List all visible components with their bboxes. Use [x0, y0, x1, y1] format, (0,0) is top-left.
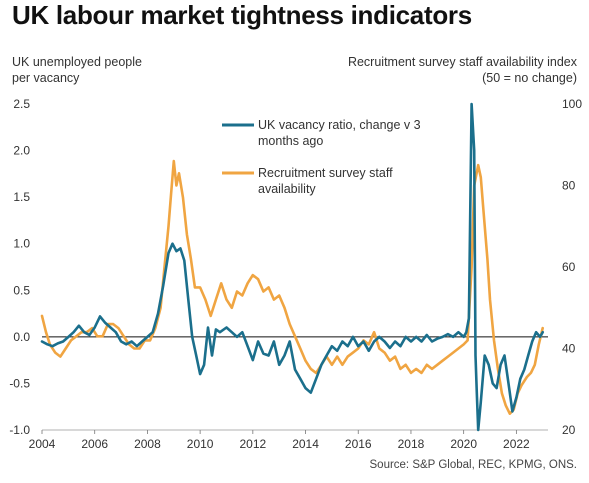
y-right-tick-label: 60	[562, 260, 576, 274]
left-axis-label: UK unemployed people per vacancy	[12, 54, 142, 86]
x-tick-label: 2004	[29, 437, 56, 451]
x-tick-label: 2014	[292, 437, 319, 451]
x-tick-label: 2022	[503, 437, 530, 451]
vacancy-ratio-line	[40, 102, 544, 432]
left-axis-label-line-1: UK unemployed people	[12, 55, 142, 69]
plot-area	[42, 336, 548, 431]
legend-label-recruitment-cont: availability	[258, 182, 316, 196]
x-tick-label: 2006	[81, 437, 108, 451]
x-tick-label: 2008	[134, 437, 161, 451]
y-left-tick-label: 0.5	[13, 283, 30, 297]
y-left-tick-label: 1.0	[13, 237, 30, 251]
right-axis-label-line-2: (50 = no change)	[482, 71, 577, 85]
y-left-tick-label: 2.5	[13, 97, 30, 111]
axis-layer: -1.0 -0.5 0.0 0.5 1.0 1.5 2.0 2.5 20 40 60 80 100 200…	[9, 97, 582, 451]
legend-label-recruitment: Recruitment survey staff	[258, 166, 393, 180]
series-layer	[40, 102, 544, 432]
source-note: Source: S&P Global, REC, KPMG, ONS.	[369, 459, 578, 471]
right-axis-label-line-1: Recruitment survey staff availability in…	[347, 55, 577, 69]
x-tick-label: 2012	[239, 437, 266, 451]
legend: UK vacancy ratio, change v 3 months ago Re…	[222, 118, 421, 196]
y-right-tick-label: 100	[562, 97, 582, 111]
legend-label-vacancy-cont: months ago	[258, 134, 323, 148]
left-axis-label-line-2: per vacancy	[12, 71, 80, 85]
y-right-tick-label: 20	[562, 423, 576, 437]
x-tick-label: 2018	[398, 437, 425, 451]
x-tick-label: 2016	[345, 437, 372, 451]
x-tick-label: 2010	[187, 437, 214, 451]
x-tick-label: 2020	[450, 437, 477, 451]
y-left-tick-label: 1.5	[13, 190, 30, 204]
y-left-tick-label: 0.0	[13, 330, 30, 344]
y-left-tick-label: 2.0	[13, 144, 30, 158]
chart-title: UK labour market tightness indicators	[12, 0, 472, 30]
legend-label-vacancy: UK vacancy ratio, change v 3	[258, 118, 421, 132]
y-left-tick-label: -1.0	[9, 423, 30, 437]
right-axis-label: Recruitment survey staff availability in…	[348, 54, 577, 86]
y-left-tick-label: -0.5	[9, 376, 30, 390]
y-right-tick-label: 40	[562, 342, 576, 356]
y-right-tick-label: 80	[562, 179, 576, 193]
recruitment-availability-line	[40, 159, 544, 415]
